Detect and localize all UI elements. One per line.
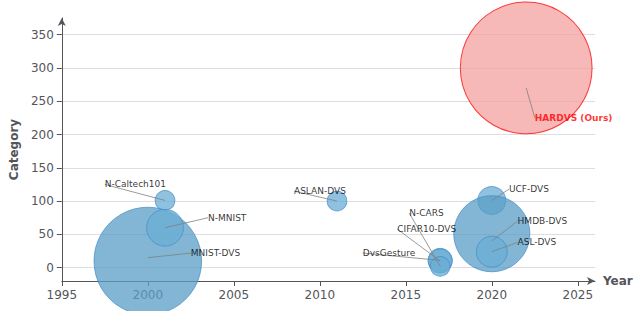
svg-text:2010: 2010 [305,288,336,302]
svg-text:CIFAR10-DVS: CIFAR10-DVS [397,224,456,234]
svg-text:100: 100 [31,194,54,208]
svg-text:2020: 2020 [477,288,508,302]
svg-text:0: 0 [46,261,54,275]
svg-text:1995: 1995 [47,288,78,302]
svg-text:HARDVS (Ours): HARDVS (Ours) [535,113,613,123]
svg-text:N-Caltech101: N-Caltech101 [105,179,166,189]
svg-text:HMDB-DVS: HMDB-DVS [518,216,568,226]
svg-text:ASL-DVS: ASL-DVS [518,237,557,247]
svg-text:MNIST-DVS: MNIST-DVS [191,248,241,258]
svg-text:350: 350 [31,28,54,42]
svg-text:Year: Year [602,274,633,288]
svg-text:150: 150 [31,161,54,175]
svg-text:Category: Category [7,119,21,181]
svg-text:ASLAN-DVS: ASLAN-DVS [294,186,346,196]
svg-text:200: 200 [31,128,54,142]
svg-text:2025: 2025 [563,288,594,302]
svg-text:250: 250 [31,94,54,108]
svg-text:2005: 2005 [219,288,250,302]
svg-text:N-MNIST: N-MNIST [208,213,247,223]
svg-text:N-CARS: N-CARS [409,208,444,218]
svg-text:300: 300 [31,61,54,75]
svg-text:DvsGesture: DvsGesture [363,248,416,258]
svg-text:2015: 2015 [391,288,422,302]
svg-text:50: 50 [39,227,54,241]
svg-text:UCF-DVS: UCF-DVS [509,184,549,194]
